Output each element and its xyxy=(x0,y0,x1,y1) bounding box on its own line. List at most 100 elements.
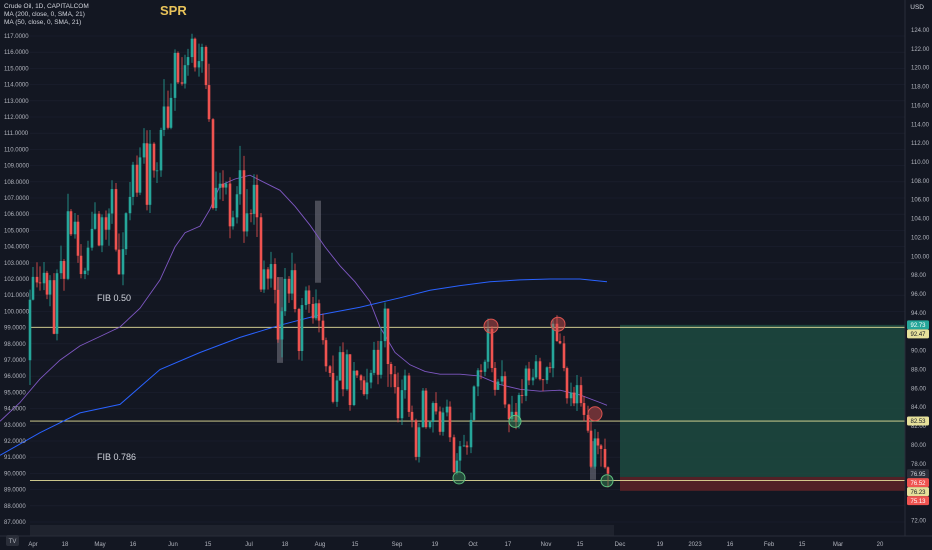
candle xyxy=(486,318,490,369)
candle xyxy=(52,273,56,335)
candle xyxy=(218,172,222,200)
ma50-label[interactable]: MA (50, close, 0, SMA, 21) xyxy=(4,19,82,26)
fib-lines xyxy=(30,326,905,481)
candle xyxy=(527,361,531,386)
candle xyxy=(107,208,111,246)
candle xyxy=(483,359,487,377)
candle xyxy=(100,214,104,253)
ma200-label[interactable]: MA (200, close, 0, SMA, 21) xyxy=(4,11,85,18)
time-tick-label: 15 xyxy=(577,542,584,548)
price-tag-label: 92.47 xyxy=(910,332,926,338)
candle xyxy=(538,357,542,381)
left-tick-label: 90.0000 xyxy=(4,471,26,477)
left-tick-label: 102.0000 xyxy=(4,277,30,283)
candle xyxy=(45,270,49,300)
time-tick-label: Sep xyxy=(392,542,403,548)
symbol-label[interactable]: Crude Oil, 1D, CAPITALCOM xyxy=(4,3,89,10)
candle xyxy=(269,251,273,288)
candle xyxy=(76,215,80,263)
candle xyxy=(287,276,291,303)
volume-spike xyxy=(277,277,283,363)
left-tick-label: 103.0000 xyxy=(4,261,30,267)
candle xyxy=(148,130,152,213)
candle xyxy=(35,262,39,288)
candle xyxy=(348,354,352,411)
candle xyxy=(569,382,573,407)
green-pivot-circle[interactable] xyxy=(600,474,614,488)
left-tick-label: 89.0000 xyxy=(4,488,26,494)
time-tick-label: May xyxy=(94,542,105,548)
red-pivot-circle[interactable] xyxy=(483,318,499,334)
price-tag-label: 76.95 xyxy=(910,472,926,478)
candle xyxy=(117,233,121,275)
candle xyxy=(242,155,246,243)
right-tick-label: 82.00 xyxy=(911,424,927,430)
candle xyxy=(503,371,507,408)
candle xyxy=(593,429,597,469)
candle xyxy=(314,289,318,321)
right-tick-label: 78.00 xyxy=(911,462,927,468)
candle xyxy=(338,346,342,381)
candle xyxy=(79,244,83,279)
tradingview-logo[interactable]: TV xyxy=(6,535,19,546)
candle xyxy=(452,434,456,474)
candle xyxy=(155,162,159,183)
time-tick-label: 15 xyxy=(205,542,212,548)
candle xyxy=(207,63,211,122)
candle xyxy=(400,379,404,426)
candle xyxy=(555,315,559,342)
candle xyxy=(307,285,311,313)
candle xyxy=(224,181,228,195)
time-range-bar[interactable] xyxy=(30,525,614,536)
time-tick-label: 18 xyxy=(282,542,289,548)
red-pivot-circle[interactable] xyxy=(550,316,566,332)
candle xyxy=(173,49,177,111)
ma200-line[interactable] xyxy=(0,278,608,456)
candle xyxy=(62,259,66,291)
time-tick-label: Jul xyxy=(245,542,253,548)
left-tick-label: 100.0000 xyxy=(4,309,30,315)
stop-loss-zone[interactable] xyxy=(620,476,905,491)
candle xyxy=(124,212,128,255)
candle xyxy=(545,366,549,384)
right-price-axis[interactable]: 124.00 122.00 120.00 118.00 116.00 114.00 112.… xyxy=(904,0,930,536)
price-tag: 92.47 xyxy=(907,329,929,339)
price-tag-label: 75.13 xyxy=(910,499,926,505)
pivot-circles xyxy=(452,316,614,488)
green-pivot-circle[interactable] xyxy=(508,414,522,428)
time-tick-label: 16 xyxy=(727,542,734,548)
candle xyxy=(424,388,428,429)
candle xyxy=(606,466,610,488)
take-profit-zone[interactable] xyxy=(620,324,905,477)
time-tick-label: 20 xyxy=(877,542,884,548)
candle xyxy=(114,182,118,252)
left-tick-label: 109.0000 xyxy=(4,164,30,170)
candle xyxy=(596,431,600,455)
price-tag-label: 76.23 xyxy=(910,490,926,496)
candle xyxy=(162,79,166,137)
left-tick-label: 110.0000 xyxy=(4,147,29,153)
candle xyxy=(372,341,376,376)
candle xyxy=(31,266,35,301)
green-pivot-circle[interactable] xyxy=(452,471,466,485)
left-tick-label: 113.0000 xyxy=(4,99,29,105)
ma50-line[interactable] xyxy=(0,174,608,422)
candle xyxy=(472,385,476,421)
candle xyxy=(304,286,308,310)
candle xyxy=(562,335,566,372)
candle xyxy=(255,174,259,237)
time-axis[interactable]: Apr 18 May 16 Jun 15 Jul 18 Aug 15 Sep 19 Oct 17 Nov 15… xyxy=(0,525,932,548)
candle xyxy=(235,186,239,224)
red-pivot-circle[interactable] xyxy=(587,406,603,422)
candle xyxy=(176,51,180,85)
time-tick-label: Aug xyxy=(315,542,326,548)
right-tick-label: 106.00 xyxy=(911,198,930,204)
candle xyxy=(586,405,590,433)
currency-label[interactable]: USD xyxy=(910,4,924,11)
right-tick-label: 124.00 xyxy=(911,28,930,34)
candle xyxy=(238,145,242,205)
candle xyxy=(496,378,500,391)
candle xyxy=(479,364,483,380)
candle xyxy=(290,252,294,301)
